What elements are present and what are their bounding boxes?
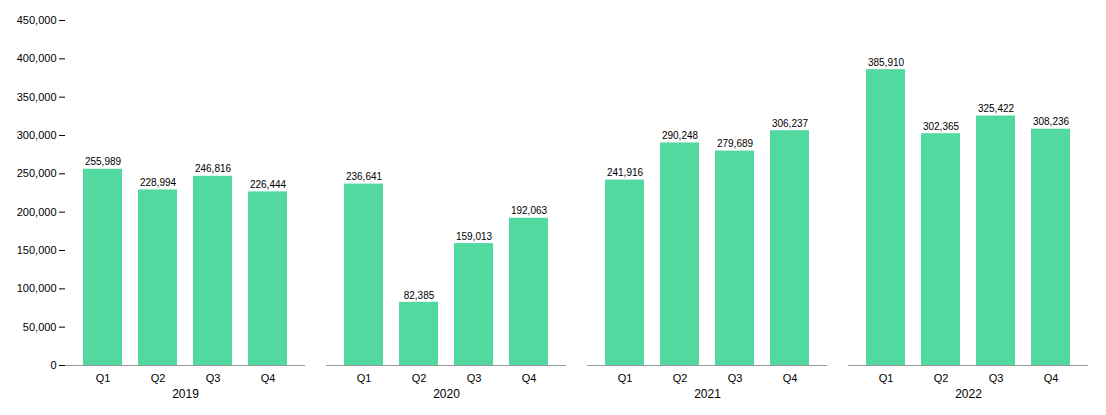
svg-text:2019: 2019 bbox=[172, 387, 199, 401]
svg-text:2020: 2020 bbox=[433, 387, 460, 401]
svg-text:2021: 2021 bbox=[694, 387, 721, 401]
svg-text:308,236: 308,236 bbox=[1033, 116, 1070, 127]
svg-text:192,063: 192,063 bbox=[511, 205, 548, 216]
svg-text:Q4: Q4 bbox=[783, 372, 798, 384]
svg-text:82,385: 82,385 bbox=[404, 290, 435, 301]
svg-text:236,641: 236,641 bbox=[346, 171, 383, 182]
svg-text:150,000: 150,000 bbox=[17, 244, 57, 256]
svg-text:325,422: 325,422 bbox=[978, 103, 1015, 114]
svg-text:Q3: Q3 bbox=[467, 372, 482, 384]
svg-text:241,916: 241,916 bbox=[607, 167, 644, 178]
svg-text:Q3: Q3 bbox=[206, 372, 221, 384]
svg-text:226,444: 226,444 bbox=[250, 179, 287, 190]
svg-text:159,013: 159,013 bbox=[456, 231, 493, 242]
svg-text:385,910: 385,910 bbox=[868, 57, 905, 68]
svg-text:0: 0 bbox=[50, 359, 56, 371]
svg-text:Q1: Q1 bbox=[618, 372, 633, 384]
svg-text:Q1: Q1 bbox=[96, 372, 111, 384]
svg-text:Q2: Q2 bbox=[151, 372, 166, 384]
svg-text:228,994: 228,994 bbox=[140, 177, 177, 188]
svg-text:Q4: Q4 bbox=[261, 372, 276, 384]
svg-text:Q2: Q2 bbox=[412, 372, 427, 384]
svg-text:246,816: 246,816 bbox=[195, 163, 232, 174]
svg-text:50,000: 50,000 bbox=[23, 321, 57, 333]
svg-text:450,000: 450,000 bbox=[17, 14, 57, 26]
svg-text:306,237: 306,237 bbox=[772, 118, 809, 129]
svg-text:Q1: Q1 bbox=[879, 372, 894, 384]
svg-text:100,000: 100,000 bbox=[17, 282, 57, 294]
svg-text:2022: 2022 bbox=[955, 387, 982, 401]
svg-text:200,000: 200,000 bbox=[17, 206, 57, 218]
svg-text:Q1: Q1 bbox=[357, 372, 372, 384]
svg-text:Q2: Q2 bbox=[934, 372, 949, 384]
svg-text:Q3: Q3 bbox=[989, 372, 1004, 384]
svg-text:255,989: 255,989 bbox=[85, 156, 122, 167]
svg-text:290,248: 290,248 bbox=[662, 130, 699, 141]
svg-text:Q2: Q2 bbox=[673, 372, 688, 384]
svg-text:Q3: Q3 bbox=[728, 372, 743, 384]
svg-text:300,000: 300,000 bbox=[17, 129, 57, 141]
svg-text:302,365: 302,365 bbox=[923, 121, 960, 132]
svg-text:Q4: Q4 bbox=[1044, 372, 1059, 384]
svg-text:400,000: 400,000 bbox=[17, 52, 57, 64]
svg-text:250,000: 250,000 bbox=[17, 167, 57, 179]
svg-text:350,000: 350,000 bbox=[17, 91, 57, 103]
svg-text:279,689: 279,689 bbox=[717, 138, 754, 149]
svg-text:Q4: Q4 bbox=[522, 372, 537, 384]
